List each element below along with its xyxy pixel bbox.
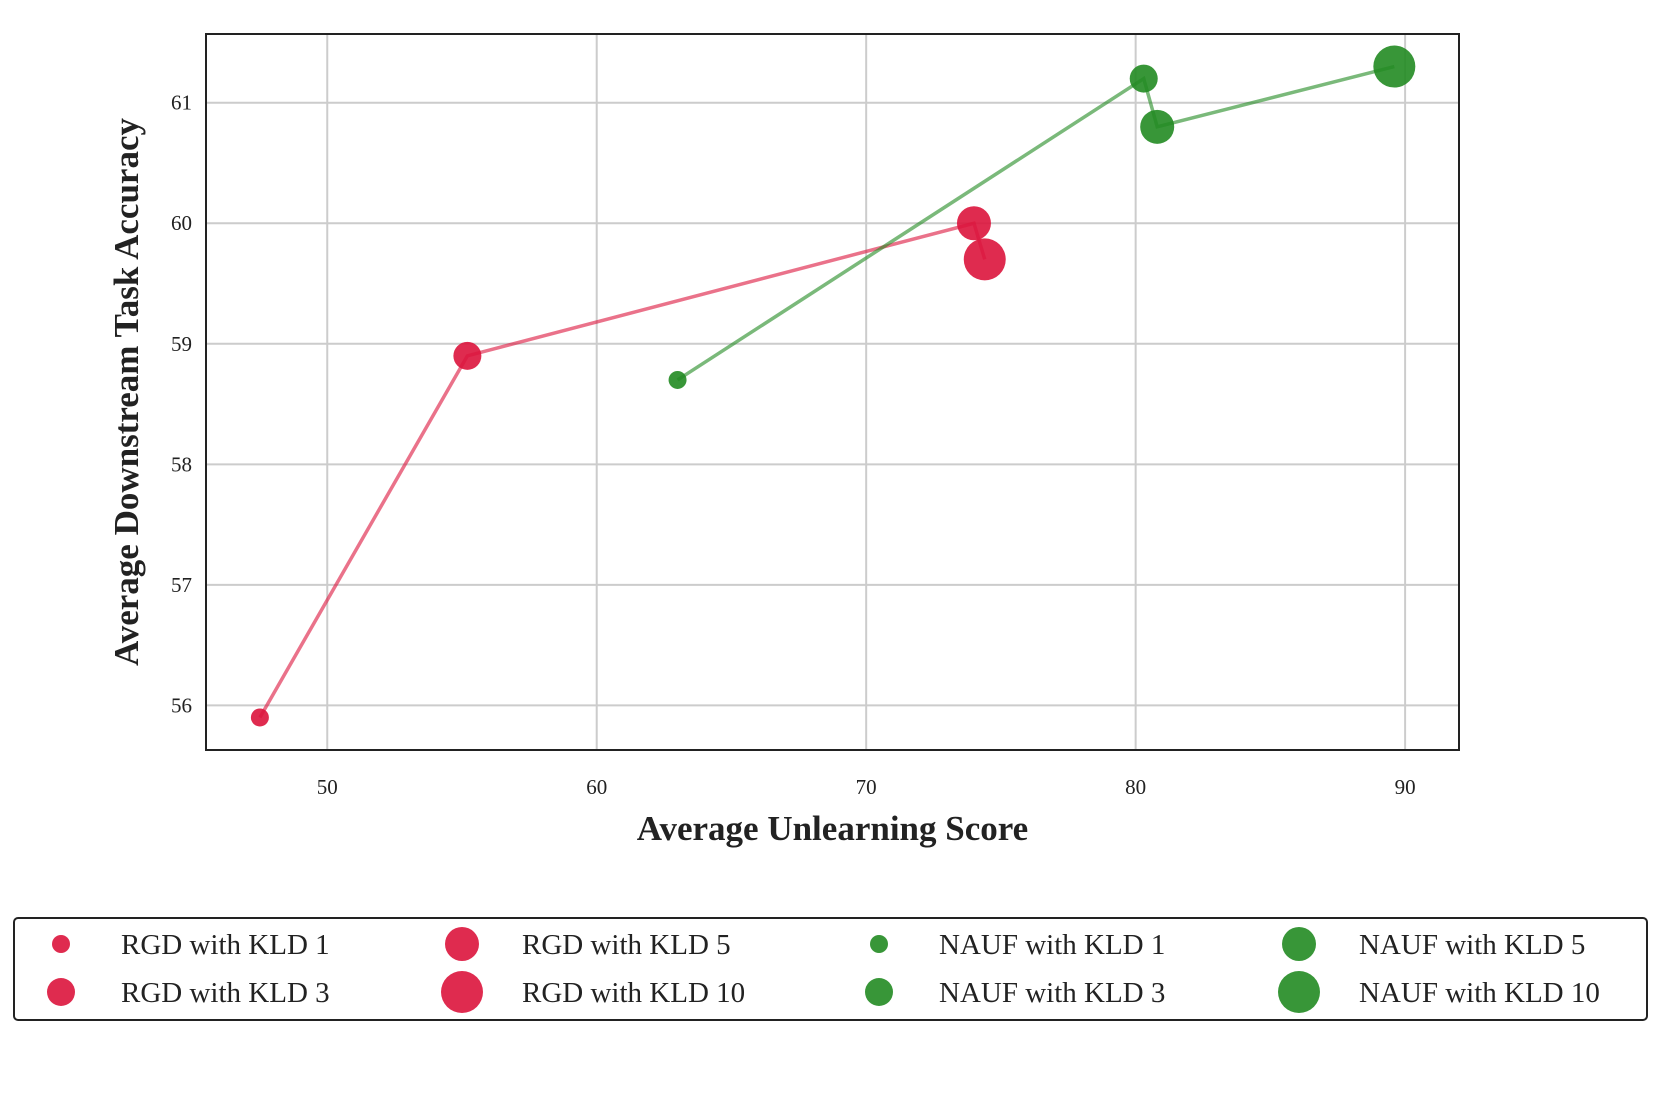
x-tick-labels: 50 60 70 80 90 xyxy=(317,775,1416,799)
legend-label: NAUF with KLD 3 xyxy=(939,977,1165,1009)
legend-label: RGD with KLD 5 xyxy=(522,929,731,961)
y-tick-label: 57 xyxy=(171,573,192,597)
y-axis-label: Average Downstream Task Accuracy xyxy=(107,118,146,666)
legend-marker xyxy=(1282,927,1316,961)
legend-marker xyxy=(441,971,483,1013)
point-rgd-kld-10 xyxy=(963,238,1006,281)
series-line-rgd xyxy=(258,221,987,719)
legend-marker xyxy=(870,935,888,953)
y-tick-label: 56 xyxy=(171,693,192,717)
x-axis-label: Average Unlearning Score xyxy=(637,809,1028,848)
series-line-nauf xyxy=(676,64,1395,382)
point-nauf-kld-10 xyxy=(1373,45,1416,88)
data-points xyxy=(250,45,1416,727)
plot-frame xyxy=(205,33,1460,751)
legend-marker xyxy=(445,927,479,961)
legend: RGD with KLD 1 RGD with KLD 3 RGD with KLD… xyxy=(47,927,1600,1013)
legend-marker xyxy=(52,935,70,953)
point-nauf-kld-5 xyxy=(1140,109,1175,144)
legend-label: RGD with KLD 10 xyxy=(522,977,745,1009)
x-tick-label: 70 xyxy=(856,775,877,799)
legend-marker xyxy=(1278,971,1320,1013)
legend-label: NAUF with KLD 5 xyxy=(1359,929,1585,961)
point-rgd-kld-1 xyxy=(250,708,269,727)
y-tick-label: 60 xyxy=(171,211,192,235)
legend-marker xyxy=(865,978,893,1006)
y-tick-labels: 56 57 58 59 60 61 xyxy=(171,91,192,718)
y-tick-label: 58 xyxy=(171,452,192,476)
series-lines xyxy=(258,64,1395,719)
point-nauf-kld-1 xyxy=(668,370,687,389)
x-tick-label: 60 xyxy=(586,775,607,799)
point-rgd-kld-5 xyxy=(956,206,991,241)
y-tick-label: 61 xyxy=(171,91,192,115)
legend-label: RGD with KLD 3 xyxy=(121,977,330,1009)
x-tick-label: 90 xyxy=(1395,775,1416,799)
legend-box xyxy=(13,917,1648,1021)
x-tick-label: 80 xyxy=(1125,775,1146,799)
point-nauf-kld-3 xyxy=(1129,64,1158,93)
legend-label: NAUF with KLD 1 xyxy=(939,929,1165,961)
x-tick-label: 50 xyxy=(317,775,338,799)
y-tick-label: 59 xyxy=(171,332,192,356)
point-rgd-kld-3 xyxy=(453,341,482,370)
grid xyxy=(206,34,1459,750)
legend-label: RGD with KLD 1 xyxy=(121,929,330,961)
legend-marker xyxy=(47,978,75,1006)
legend-label: NAUF with KLD 10 xyxy=(1359,977,1600,1009)
